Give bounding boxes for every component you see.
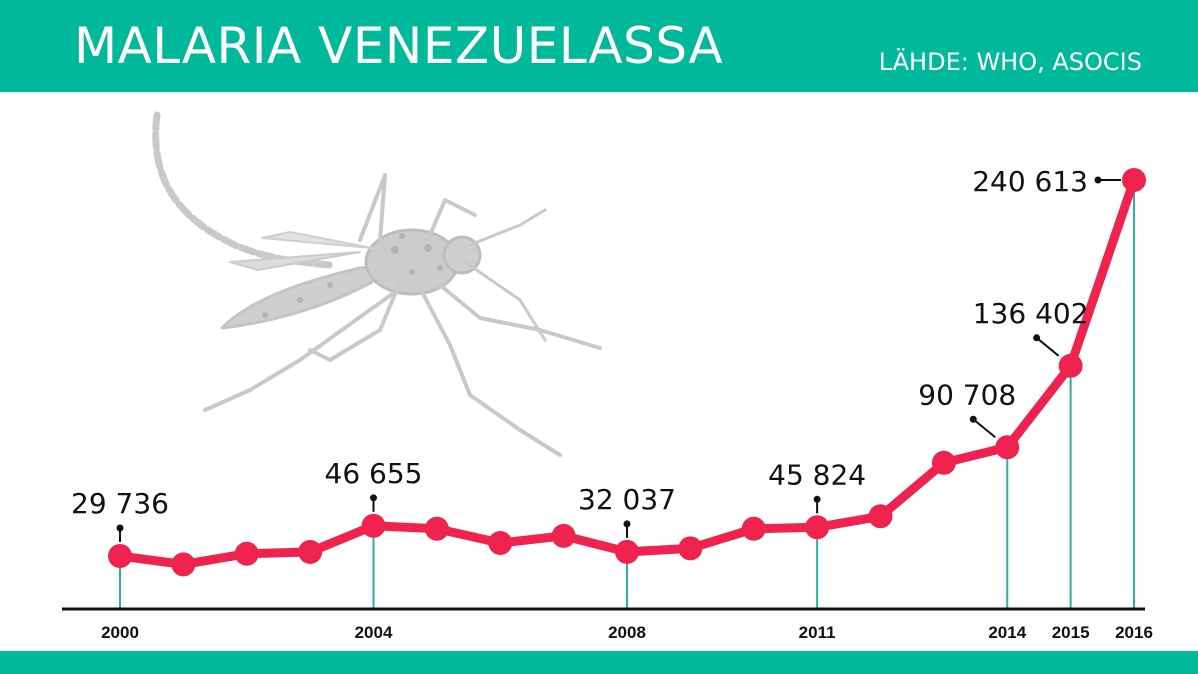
header-bar: MALARIA VENEZUELASSA LÄHDE: WHO, ASOCIS xyxy=(0,0,1198,92)
callout-dot xyxy=(1033,334,1041,342)
callout-dot xyxy=(623,520,631,528)
data-point-2007 xyxy=(551,523,576,548)
page-title: MALARIA VENEZUELASSA xyxy=(74,17,724,75)
data-label: 136 402 xyxy=(973,297,1089,330)
data-label: 46 655 xyxy=(325,457,423,490)
data-label: 240 613 xyxy=(972,165,1088,198)
data-point-2011 xyxy=(805,515,830,540)
callout-line xyxy=(1035,337,1060,357)
data-point-2014 xyxy=(995,435,1020,460)
x-tick-label: 2011 xyxy=(799,623,836,642)
x-tick-label: 2004 xyxy=(355,623,393,642)
data-point-2001 xyxy=(171,552,196,577)
data-point-2010 xyxy=(741,516,766,541)
x-tick-label: 2008 xyxy=(608,623,646,642)
source-label: LÄHDE: WHO, ASOCIS xyxy=(878,48,1142,76)
data-point-2016 xyxy=(1122,168,1146,192)
data-point-2008 xyxy=(615,539,639,564)
x-tick-label: 2000 xyxy=(101,623,139,642)
data-point-2012 xyxy=(868,504,893,529)
x-tick-label: 2014 xyxy=(988,623,1026,642)
data-point-2013 xyxy=(931,450,956,475)
callout-line xyxy=(972,418,996,439)
data-point-2009 xyxy=(678,536,703,561)
data-point-2005 xyxy=(424,516,449,541)
data-point-2004 xyxy=(361,513,386,538)
data-label: 32 037 xyxy=(578,483,676,516)
data-point-2002 xyxy=(234,541,259,566)
callout-dot xyxy=(969,415,977,423)
mosquito-icon xyxy=(152,111,602,457)
callout-dot xyxy=(1094,176,1102,184)
data-label: 90 708 xyxy=(918,378,1016,411)
data-label: 29 736 xyxy=(71,487,169,520)
x-tick-label: 2016 xyxy=(1115,623,1153,642)
data-point-2000 xyxy=(108,543,132,568)
footer-bar xyxy=(0,651,1198,674)
callout-dot xyxy=(116,524,124,532)
callout-dot xyxy=(813,495,821,503)
data-point-2006 xyxy=(488,531,513,556)
data-label: 45 824 xyxy=(768,458,866,491)
x-tick-label: 2015 xyxy=(1052,623,1090,642)
data-point-2003 xyxy=(298,539,323,564)
callout-dot xyxy=(370,494,377,502)
data-point-2015 xyxy=(1058,353,1083,378)
